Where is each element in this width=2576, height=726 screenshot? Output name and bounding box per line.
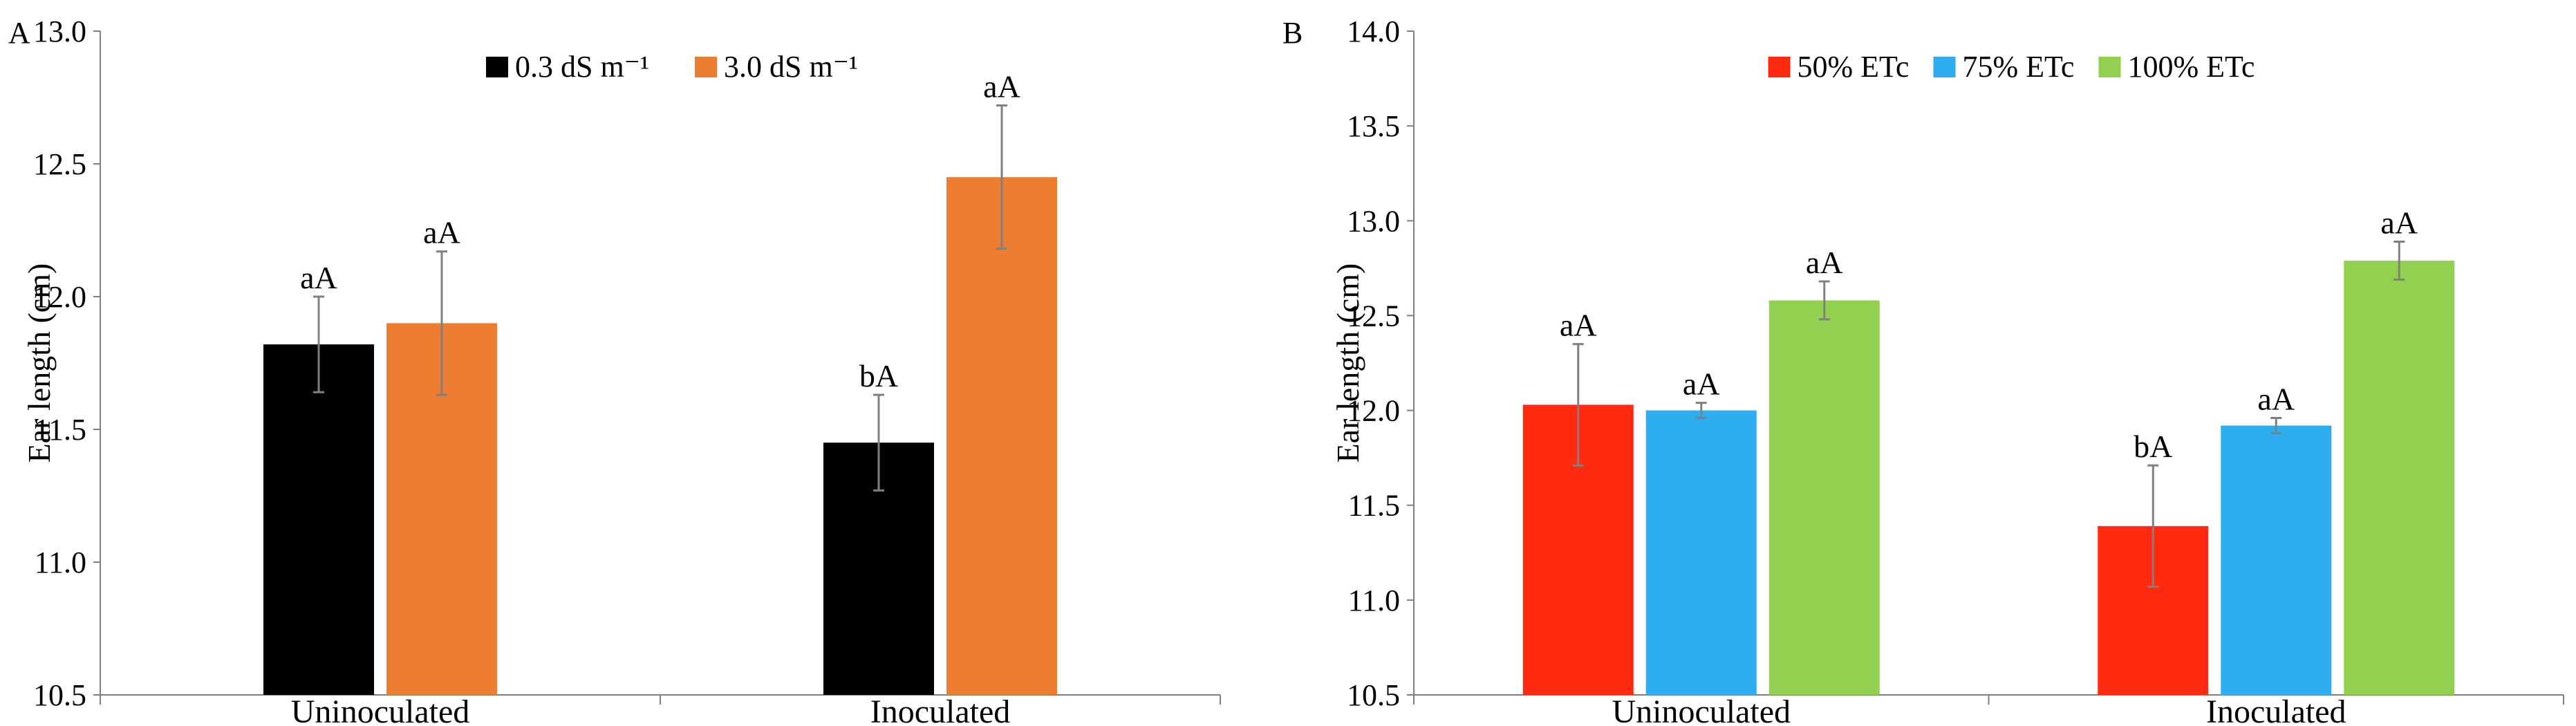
y-axis-title: Ear length (cm)	[21, 263, 57, 463]
legend-swatch	[2098, 57, 2121, 77]
y-tick-label: 11.0	[35, 546, 86, 579]
panel-letter: B	[1282, 16, 1303, 50]
legend-label: 75% ETc	[1963, 50, 2075, 84]
data-label: aA	[1683, 366, 1720, 402]
bar	[1768, 300, 1880, 695]
legend-swatch	[1933, 57, 1956, 77]
data-label: aA	[2380, 205, 2418, 240]
bar	[946, 177, 1057, 695]
legend-label: 100% ETc	[2128, 50, 2255, 84]
data-label: aA	[1560, 308, 1597, 343]
bar	[2221, 425, 2332, 695]
panel-b-chart: B 10.5 11.0 11.5 12.0 12.5 13.0 13.5 14.0 Ear len…	[1282, 15, 2564, 726]
category-label: Uninoculated	[1612, 694, 1791, 726]
data-label: aA	[300, 260, 337, 295]
legend-swatch	[695, 57, 717, 77]
y-tick-label: 13.0	[33, 15, 86, 48]
category-label: Uninoculated	[291, 694, 470, 726]
y-axis-title: Ear length (cm)	[1330, 263, 1365, 463]
legend-swatch	[1768, 57, 1791, 77]
bar	[2344, 260, 2455, 695]
y-tick-label: 13.0	[1347, 204, 1400, 238]
y-tick-label: 14.0	[1347, 15, 1400, 48]
panel-a-chart: A 10.5 11.0 11.5 12.0 12.5 13.0 Ear length (cm)…	[8, 15, 1221, 726]
panel-letter: A	[8, 16, 30, 50]
data-label: aA	[1806, 245, 1843, 280]
y-tick-label: 11.5	[1348, 489, 1400, 523]
legend: 50% ETc 75% ETc 100% ETc	[1768, 50, 2255, 84]
data-label: aA	[2257, 382, 2295, 417]
y-tick-label: 10.5	[1347, 678, 1400, 712]
legend-label: 0.3 dS m⁻¹	[515, 50, 649, 84]
data-label: aA	[983, 69, 1020, 104]
y-tick-label: 11.5	[35, 413, 86, 447]
legend-label: 3.0 dS m⁻¹	[724, 50, 858, 84]
y-tick-label: 13.5	[1347, 109, 1400, 143]
category-label: Inoculated	[870, 694, 1011, 726]
data-label: bA	[859, 358, 898, 393]
data-label: aA	[423, 215, 460, 250]
y-tick-label: 10.5	[33, 678, 86, 712]
y-tick-label: 12.5	[1347, 299, 1400, 333]
category-label: Inoculated	[2206, 694, 2346, 726]
legend-swatch	[486, 57, 508, 77]
bar	[263, 344, 374, 695]
y-tick-label: 12.5	[33, 147, 86, 181]
y-tick-label: 12.0	[1347, 394, 1400, 428]
legend-label: 50% ETc	[1798, 50, 1910, 84]
data-label: bA	[2134, 429, 2172, 464]
legend: 0.3 dS m⁻¹ 3.0 dS m⁻¹	[486, 50, 858, 84]
y-tick-label: 11.0	[1348, 584, 1400, 617]
bar	[1645, 410, 1757, 695]
y-tick-label: 12.0	[33, 280, 86, 314]
